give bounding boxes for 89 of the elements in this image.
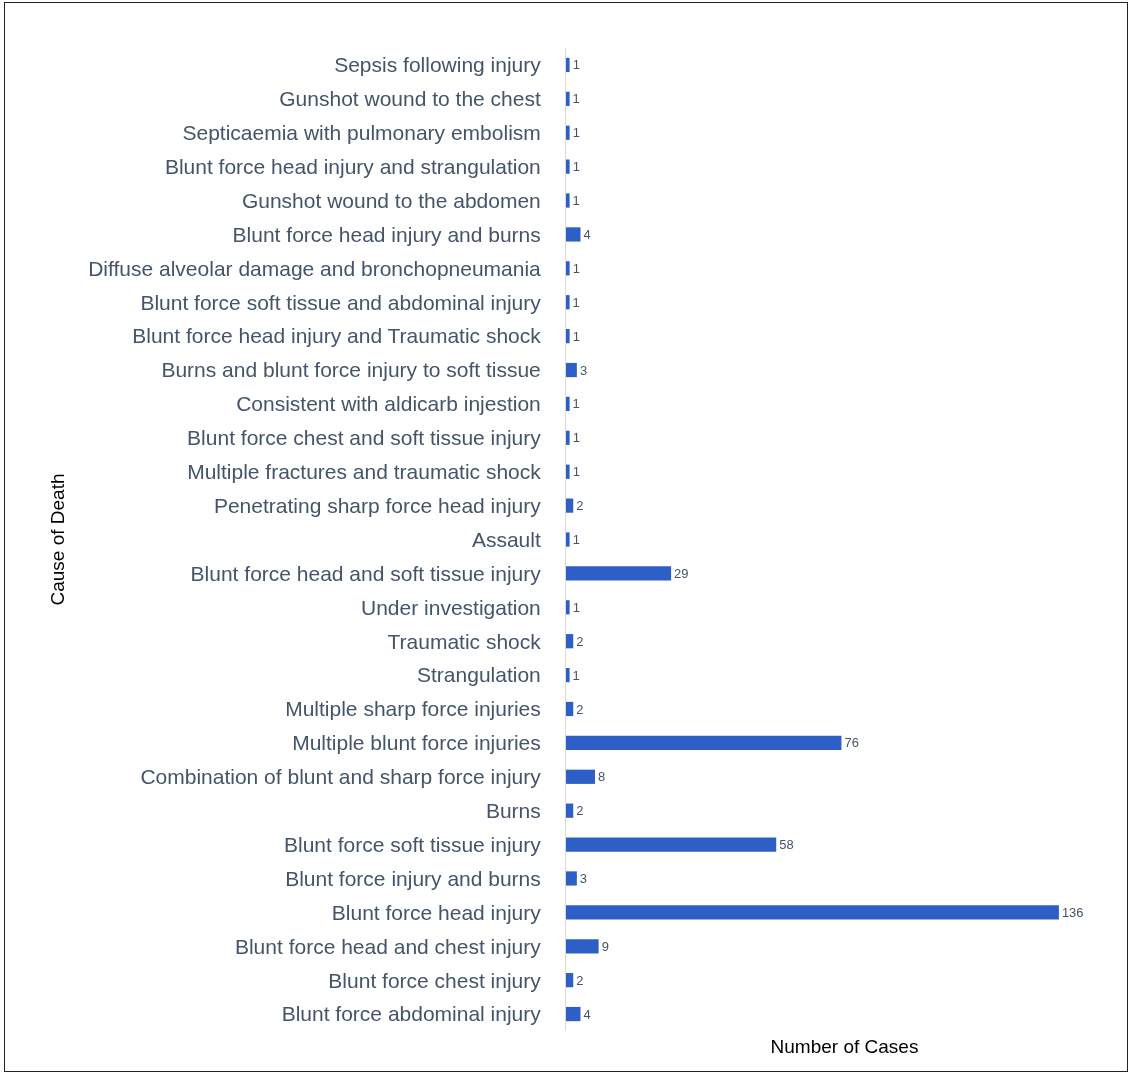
data-label: 2 [576,803,584,819]
bar [566,701,574,717]
y-tick-label: Diffuse alveolar damage and bronchopneumania [88,256,542,280]
data-label: 58 [779,837,794,853]
y-tick-label: Blunt force chest injury [328,968,542,992]
data-label: 136 [1061,904,1084,920]
y-tick-label: Assault [471,527,541,551]
data-label: 8 [598,769,606,785]
y-tick-label: Blunt force injury and burns [285,866,541,890]
y-axis-title: Cause of Death [47,473,69,606]
bar [566,57,570,73]
bar [566,464,570,479]
y-tick-label: Blunt force soft tissue injury [284,832,542,856]
y-tick-label: Traumatic shock [387,629,542,653]
bar [566,125,570,140]
bar [566,939,599,954]
y-tick-label: Gunshot wound to the abdomen [241,188,541,212]
y-tick-label: Gunshot wound to the chest [279,87,541,111]
bar [566,159,570,174]
y-tick-label: Multiple fractures and traumatic shock [187,460,542,484]
y-tick-label: Multiple sharp force injuries [285,697,541,721]
data-label: 1 [572,430,580,446]
bar [566,905,1059,920]
bar [566,566,672,581]
data-label: 1 [572,532,580,548]
bar [566,261,570,276]
bar [566,91,570,106]
y-tick-label: Burns and blunt force injury to soft tissue [161,358,541,382]
bar [566,973,574,988]
bar [566,430,570,445]
bar [566,769,595,784]
bar [566,735,842,750]
bar [566,803,574,818]
data-label: 1 [572,57,580,73]
data-label: 1 [572,464,580,480]
bar [566,600,570,615]
y-tick-label: Blunt force chest and soft tissue injury [187,426,542,450]
y-tick-label: Burns [485,799,541,823]
data-label: 1 [572,159,580,175]
y-tick-label: Sepsis following injury [334,53,542,77]
data-label: 29 [674,565,689,581]
data-label: 1 [572,193,580,209]
y-tick-label: Penetrating sharp force head injury [213,493,542,517]
bar [566,295,570,310]
data-label: 1 [572,260,580,276]
data-label: 1 [572,91,580,107]
bar [566,667,570,683]
y-tick-label: Blunt force head and soft tissue injury [190,561,542,585]
data-label: 1 [572,599,580,615]
data-label: 9 [601,938,609,954]
y-tick-label: Strangulation [417,663,541,687]
data-label: 2 [576,498,584,514]
bar [566,532,570,547]
data-label: 3 [579,870,588,886]
y-tick-label: Combination of blunt and sharp force injury [140,765,542,789]
x-axis-title: Number of Cases [770,1035,919,1057]
bar [566,396,570,412]
y-tick-label: Under investigation [361,595,541,619]
data-label: 1 [572,396,580,412]
y-tick-label: Multiple blunt force injuries [292,731,541,755]
y-tick-label: Blunt force head and chest injury [234,934,542,958]
y-tick-label: Blunt force soft tissue and abdominal injury [140,290,542,314]
bar [566,329,570,344]
y-tick-label: Blunt force head injury and strangulation [164,154,541,178]
bar [566,362,577,378]
data-label: 1 [572,667,580,683]
bar [566,498,574,513]
bar [566,193,570,208]
data-label: 3 [579,362,588,378]
y-tick-label: Blunt force head injury [331,900,542,924]
y-tick-label: Consistent with aldicarb injestion [236,392,541,416]
data-label: 1 [572,125,580,141]
bar [566,1006,581,1022]
y-tick-label: Septicaemia with pulmonary embolism [182,121,541,145]
data-label: 1 [572,294,580,310]
bar [566,871,577,886]
data-label: 1 [572,328,580,344]
data-label: 76 [844,735,859,751]
bar [566,634,574,649]
data-label: 2 [576,633,584,649]
bar [566,227,581,242]
y-tick-label: Blunt force head injury and burns [232,222,541,246]
data-label: 2 [576,701,584,717]
y-tick-label: Blunt force abdominal injury [281,1002,542,1026]
y-tick-label: Blunt force head injury and Traumatic shock [132,324,542,348]
bar [566,837,777,852]
data-label: 2 [576,972,584,988]
data-label: 4 [583,226,591,242]
data-label: 4 [583,1006,591,1022]
